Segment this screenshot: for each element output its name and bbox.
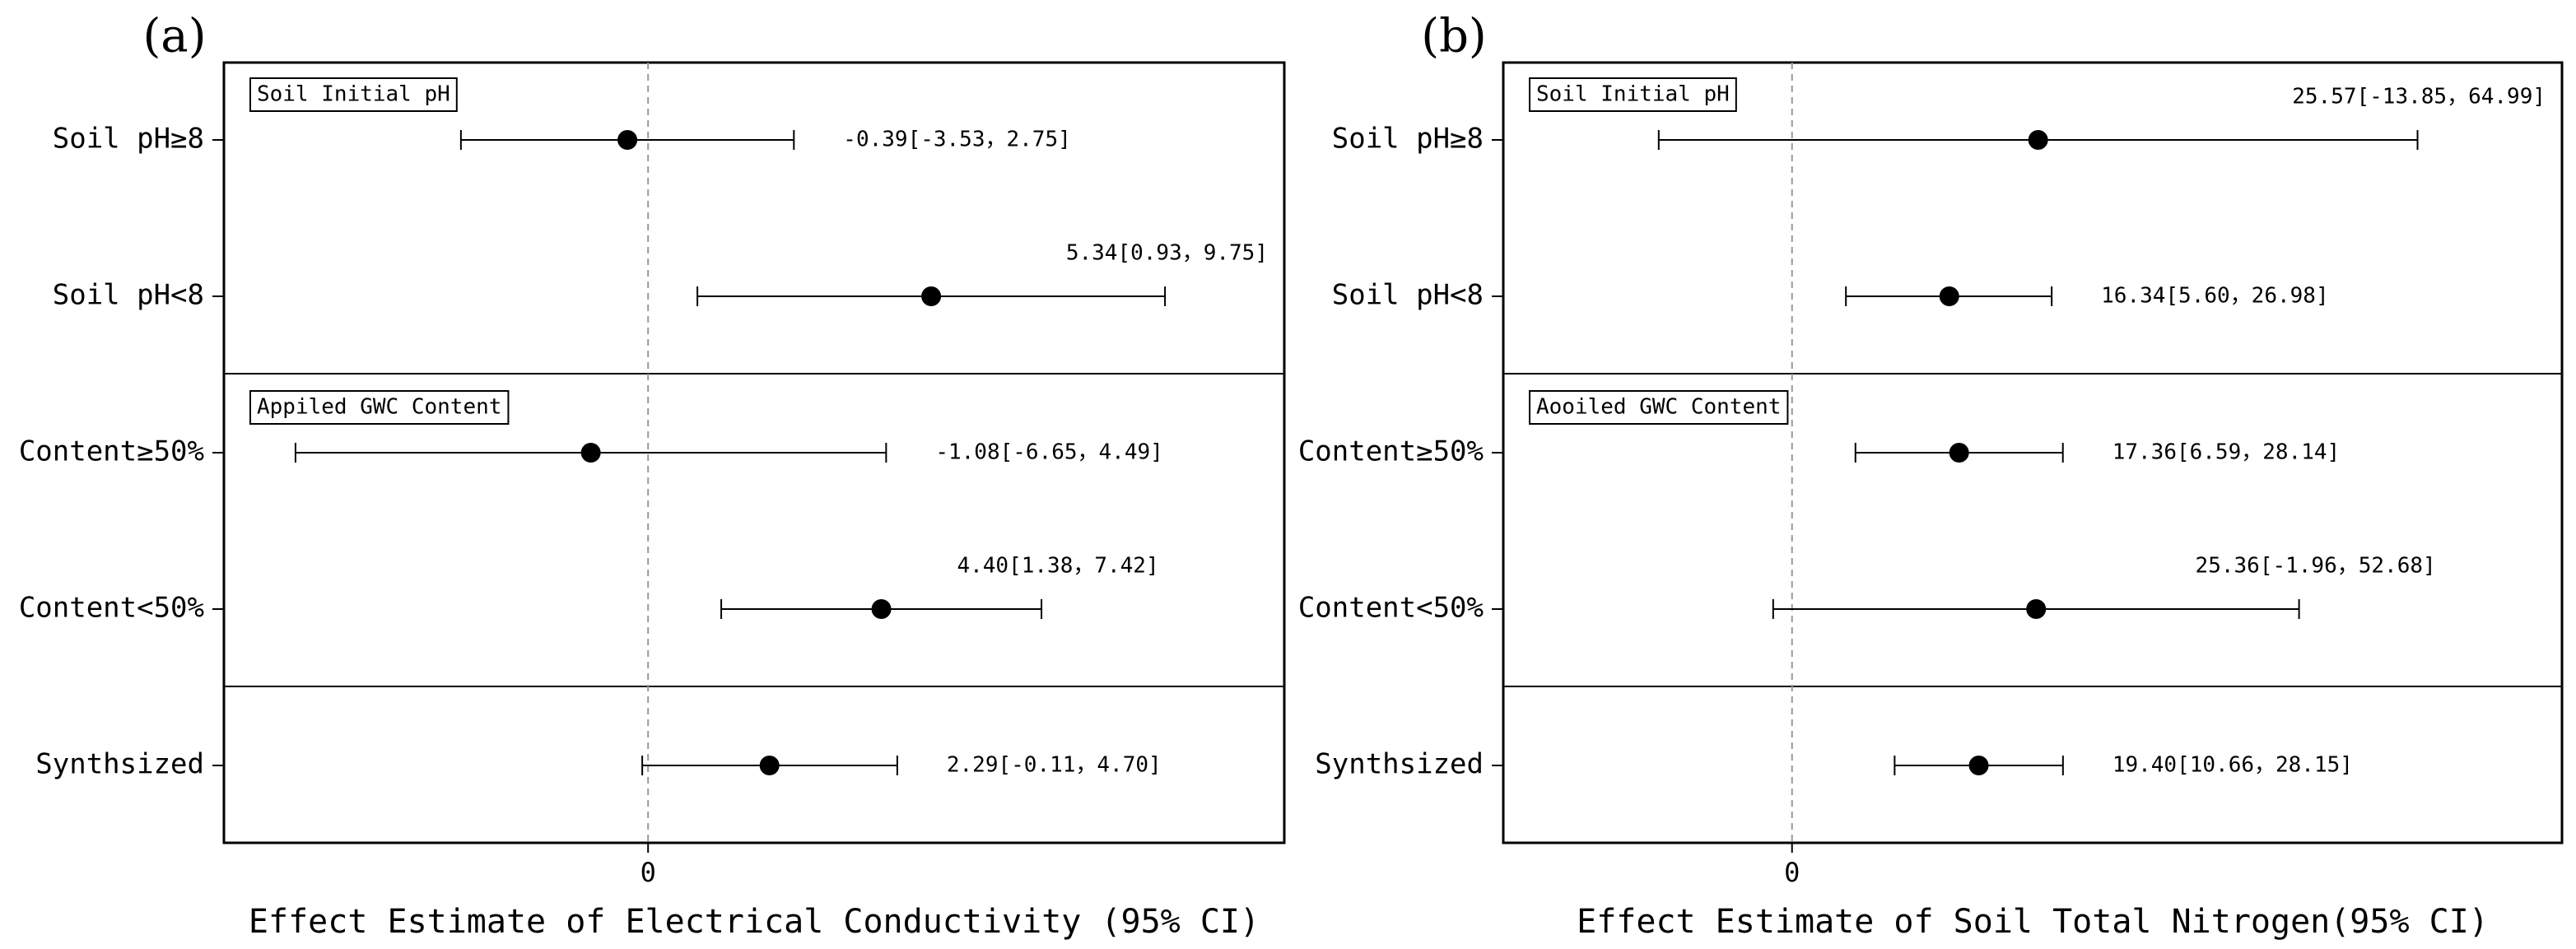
point-estimate — [617, 130, 638, 150]
y-tick-label: Soil pH<8 — [53, 279, 204, 312]
y-tick-label: Content≥50% — [19, 435, 204, 468]
panel-label: (a) — [142, 10, 206, 63]
y-tick-label: Content<50% — [19, 592, 204, 625]
group-label: Soil Initial pH — [1536, 82, 1730, 107]
value-label: 16.34[5.60，26.98] — [2101, 284, 2328, 309]
value-label: 19.40[10.66，28.15] — [2113, 753, 2353, 778]
y-tick-label: Soil pH<8 — [1332, 279, 1484, 312]
point-estimate — [580, 443, 601, 463]
value-label: -0.39[-3.53，2.75] — [843, 128, 1070, 152]
point-estimate — [871, 599, 892, 619]
group-label-box — [1529, 77, 1737, 112]
y-tick-label: Content≥50% — [1298, 435, 1484, 468]
point-estimate — [2026, 599, 2047, 619]
point-estimate — [759, 756, 780, 775]
x-tick-label: 0 — [1784, 857, 1800, 888]
value-label: -1.08[-6.65，4.49] — [935, 440, 1162, 465]
value-label: 5.34[0.93，9.75] — [1066, 241, 1268, 266]
point-estimate — [1949, 443, 1969, 463]
point-estimate — [1968, 756, 1989, 775]
group-label: Appiled GWC Content — [257, 395, 501, 420]
value-label: 25.36[-1.96，52.68] — [2196, 554, 2436, 579]
y-tick-label: Content<50% — [1298, 592, 1484, 625]
y-tick-label: Soil pH≥8 — [1332, 123, 1484, 156]
y-tick-label: Soil pH≥8 — [53, 123, 204, 156]
point-estimate — [1939, 286, 1959, 306]
x-tick-label: 0 — [641, 857, 656, 888]
y-tick-label: Synthsized — [35, 748, 204, 781]
value-label: 2.29[-0.11，4.70] — [947, 753, 1162, 778]
x-axis-label: Effect Estimate of Soil Total Nitrogen(9… — [1577, 903, 2489, 941]
point-estimate — [921, 286, 942, 306]
point-estimate — [2028, 130, 2048, 150]
group-label-box — [249, 390, 510, 425]
value-label: 25.57[-13.85，64.99] — [2292, 85, 2546, 109]
value-label: 17.36[6.59，28.14] — [2113, 440, 2340, 465]
panel-label: (b) — [1421, 10, 1487, 63]
group-label: Aooiled GWC Content — [1536, 395, 1781, 420]
value-label: 4.40[1.38，7.42] — [957, 554, 1158, 579]
group-label-box — [1529, 390, 1789, 425]
y-tick-label: Synthsized — [1315, 748, 1484, 781]
group-label: Soil Initial pH — [257, 82, 450, 107]
x-axis-label: Effect Estimate of Electrical Conductivi… — [249, 903, 1260, 941]
group-label-box — [249, 77, 458, 112]
